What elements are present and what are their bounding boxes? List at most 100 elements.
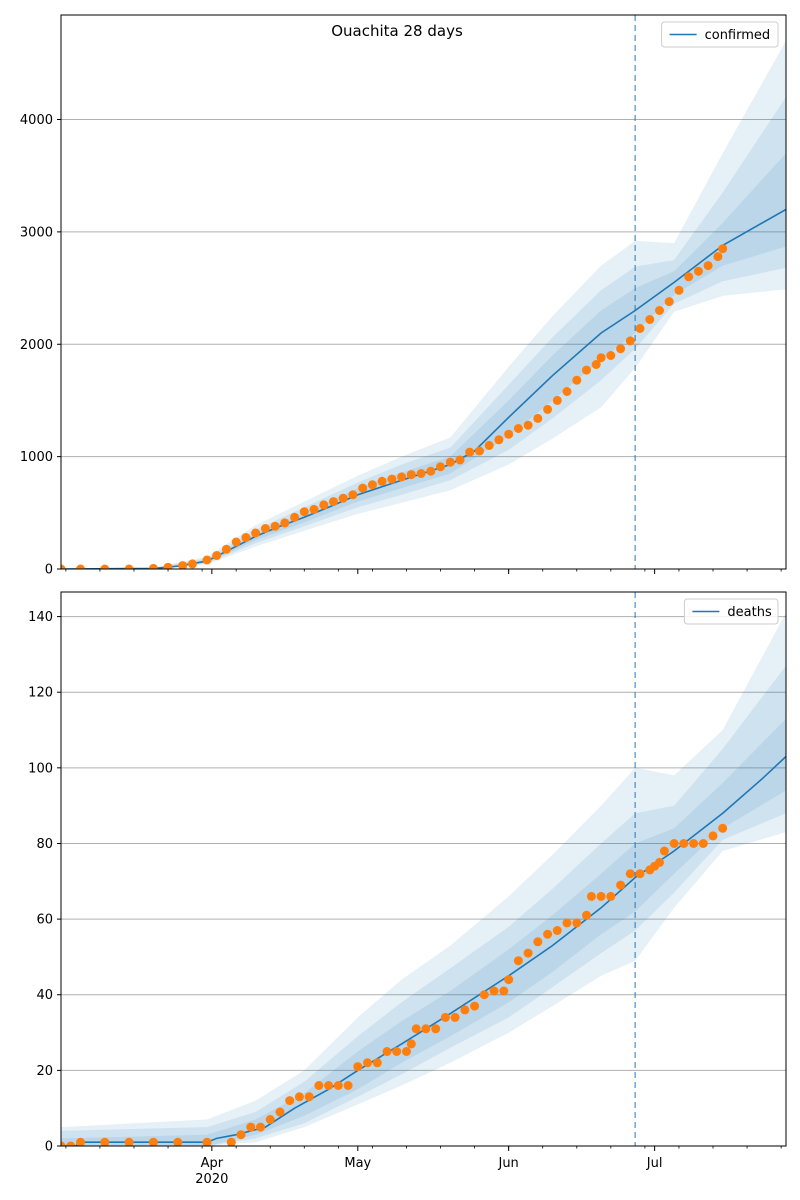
observed-point [387, 474, 397, 484]
observed-point [406, 1039, 416, 1049]
x-tick-label: May [344, 1156, 371, 1171]
observed-point [226, 1137, 236, 1146]
observed-point [693, 266, 703, 276]
x-tick-sublabel: 2020 [195, 1172, 228, 1187]
x-tick-label: Jul [646, 1156, 663, 1171]
observed-point [591, 360, 601, 369]
observed-point [552, 395, 562, 405]
observed-point [338, 493, 348, 503]
observed-point [397, 472, 407, 482]
observed-point [241, 533, 251, 542]
confirmed-panel: 0 1000 2000 3000 4000 confirmed [20, 14, 787, 578]
observed-point [124, 1137, 134, 1146]
observed-point [173, 1137, 183, 1146]
observed-point [275, 1107, 285, 1117]
observed-point [124, 564, 134, 569]
observed-point [280, 518, 290, 528]
y-tick-label: 3000 [20, 225, 53, 240]
observed-point [513, 424, 523, 433]
observed-point [494, 435, 504, 445]
observed-point [231, 537, 241, 547]
observed-point [689, 839, 699, 848]
observed-point [655, 306, 664, 315]
observed-point [625, 869, 635, 879]
observed-point [61, 1141, 66, 1146]
observed-point [431, 1024, 441, 1034]
observed-point [363, 1058, 372, 1068]
uncertainty-band-1 [61, 40, 786, 569]
observed-point [635, 869, 645, 879]
observed-point [285, 1096, 295, 1106]
observed-point [679, 839, 689, 848]
observed-point [270, 521, 280, 531]
observed-point [329, 497, 338, 507]
y-tick-label: 40 [36, 988, 53, 1003]
observed-point [372, 1058, 382, 1068]
y-tick-label: 20 [36, 1064, 53, 1079]
chart-title: Ouachita 28 days [331, 22, 463, 40]
y-tick-label: 100 [28, 761, 53, 776]
observed-point [552, 926, 562, 935]
observed-point [543, 929, 553, 939]
observed-point [489, 986, 499, 996]
observed-point [260, 524, 270, 533]
observed-point [718, 823, 728, 833]
observed-point [343, 1081, 353, 1090]
observed-point [445, 457, 455, 467]
observed-point [703, 261, 713, 271]
observed-point [148, 563, 158, 569]
observed-point [616, 344, 626, 354]
observed-point [674, 285, 684, 295]
observed-point [100, 564, 110, 569]
observed-point [440, 1012, 450, 1022]
observed-point [504, 975, 514, 985]
observed-point [718, 244, 728, 254]
observed-point [304, 1092, 314, 1102]
y-tick-label: 120 [28, 686, 53, 701]
observed-point [319, 500, 329, 510]
observed-point [358, 483, 368, 493]
observed-point [392, 1047, 402, 1056]
observed-point [212, 551, 222, 560]
observed-point [708, 831, 718, 841]
uncertainty-band-3 [61, 153, 786, 569]
observed-point [484, 440, 494, 450]
observed-point [606, 891, 616, 901]
observed-point [265, 1115, 275, 1124]
uncertainty-band-2 [61, 97, 786, 569]
uncertainty-band-1 [61, 612, 786, 1146]
y-tick-label: 0 [45, 1140, 53, 1155]
observed-point [582, 910, 591, 920]
plot-area [61, 612, 786, 1146]
observed-point [596, 891, 606, 901]
observed-point [76, 1137, 85, 1146]
observed-point [582, 365, 591, 375]
observed-point [523, 948, 533, 958]
observed-point [475, 446, 484, 456]
y-tick-label: 60 [36, 913, 53, 928]
observed-point [382, 1047, 392, 1056]
observed-point [596, 353, 606, 363]
observed-point [76, 564, 85, 569]
observed-point [426, 466, 436, 476]
observed-point [187, 559, 197, 569]
observed-point [202, 1137, 212, 1146]
plot-area [61, 40, 786, 569]
observed-point [299, 507, 309, 517]
axes-frame [60, 591, 787, 1147]
observed-point [309, 504, 319, 514]
observed-point [421, 1024, 431, 1034]
observed-point [100, 1137, 110, 1146]
observed-point [572, 918, 582, 928]
observed-point [221, 544, 231, 554]
observed-point [586, 891, 596, 901]
observed-point [460, 1005, 470, 1015]
observed-point [148, 1137, 158, 1146]
y-tick-label: 80 [36, 837, 53, 852]
observed-point [163, 562, 173, 569]
observed-point [333, 1081, 343, 1090]
observed-point [416, 469, 426, 478]
observed-point [324, 1081, 334, 1090]
y-tick-label: 4000 [20, 113, 53, 128]
observed-point [402, 1047, 411, 1056]
